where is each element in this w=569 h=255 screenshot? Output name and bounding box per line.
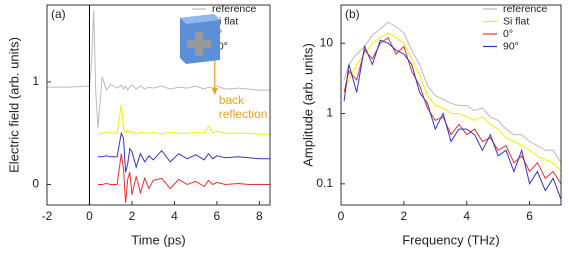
x-tick-label: 4 [171, 209, 178, 223]
y-tick-label: 1 [32, 74, 39, 88]
legend-label: Si flat [503, 15, 529, 27]
legend-label: reference [212, 3, 257, 15]
series-line [98, 104, 270, 135]
series-line [343, 21, 561, 163]
series-line [343, 39, 561, 200]
arrow-head [211, 88, 218, 95]
legend-label: reference [503, 3, 548, 15]
plot-frame [46, 4, 271, 206]
x-axis-title: Time (ps) [131, 232, 185, 247]
cross-pattern [187, 32, 211, 56]
x-tick-label: 0 [86, 209, 93, 223]
panel-label: (b) [345, 7, 360, 21]
panel-label: (a) [51, 7, 66, 21]
x-tick-label: 2 [129, 209, 136, 223]
legend-label: 0° [503, 28, 513, 40]
series-line [343, 32, 561, 172]
x-tick-label: 2 [401, 209, 408, 223]
x-tick-label: 6 [214, 209, 221, 223]
x-tick-label: 0 [338, 209, 345, 223]
legend-label: 90° [503, 40, 519, 52]
plot-frame [340, 4, 562, 206]
x-tick-label: 4 [463, 209, 470, 223]
series-line [98, 131, 270, 173]
y-tick-label: 0.1 [316, 176, 333, 190]
y-tick-label: 10 [320, 35, 334, 49]
series-line [343, 36, 561, 185]
x-tick-label: 8 [256, 209, 263, 223]
slab-top [180, 14, 220, 24]
x-tick-label: -2 [42, 209, 53, 223]
y-axis-title: Amplitude (arb. units) [300, 43, 315, 167]
x-axis-title: Frequency (THz) [402, 232, 500, 247]
annotation: reflection [219, 107, 268, 121]
x-tick-label: 6 [526, 209, 533, 223]
annotation: back [219, 93, 245, 107]
series-line [47, 10, 270, 129]
y-axis-title: Electric field (arb. units) [6, 37, 21, 173]
y-tick-label: 0 [32, 177, 39, 191]
sample-icon [180, 14, 220, 64]
series-line [98, 153, 270, 203]
y-tick-label: 1 [326, 106, 333, 120]
